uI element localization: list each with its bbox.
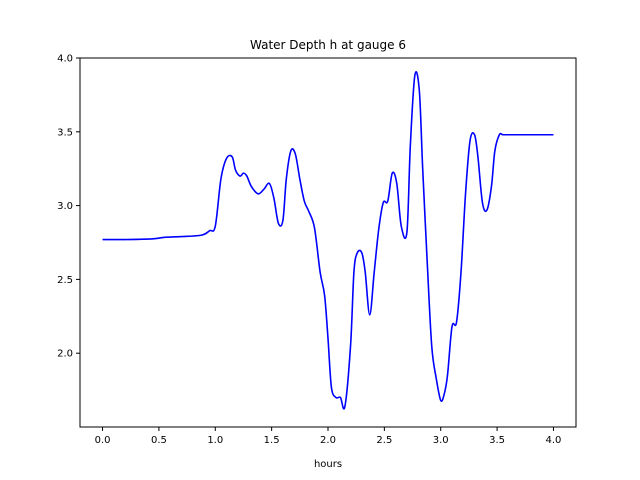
y-tick-label: 4.0	[57, 54, 73, 65]
plot-area	[80, 58, 576, 427]
x-axis-label: hours	[314, 459, 342, 470]
x-tick-label: 3.5	[489, 435, 505, 446]
x-tick-label: 2.5	[376, 435, 392, 446]
x-tick-label: 1.5	[264, 435, 280, 446]
y-tick-label: 3.5	[57, 127, 73, 138]
y-axis: 2.0 2.5 3.0 3.5 4.0	[57, 54, 80, 360]
x-tick-label: 2.0	[320, 435, 336, 446]
y-tick-label: 2.0	[57, 349, 73, 360]
y-tick-label: 2.5	[57, 275, 73, 286]
x-tick-label: 1.0	[207, 435, 223, 446]
x-tick-label: 3.0	[433, 435, 449, 446]
x-axis: 0.0 0.5 1.0 1.5 2.0 2.5 3.0 3.5 4.0	[95, 427, 562, 446]
data-layer	[102, 71, 554, 410]
chart-title: Water Depth h at gauge 6	[250, 38, 406, 52]
plot-background	[80, 58, 576, 427]
series-line	[102, 71, 554, 410]
x-tick-label: 0.5	[151, 435, 167, 446]
y-tick-label: 3.0	[57, 201, 73, 212]
x-tick-label: 0.0	[95, 435, 111, 446]
x-tick-label: 4.0	[546, 435, 562, 446]
